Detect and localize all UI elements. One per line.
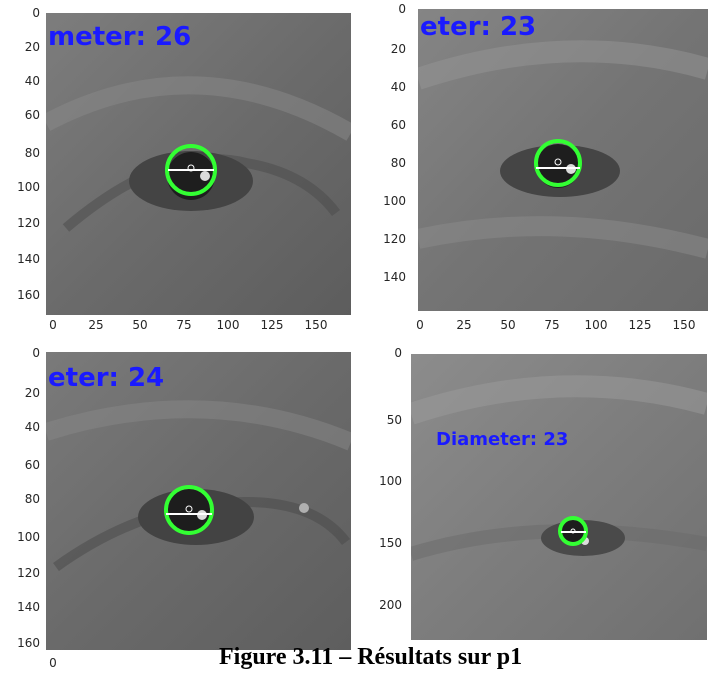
ytick: 120 xyxy=(383,232,406,246)
xtick: 50 xyxy=(132,318,148,332)
ytick: 60 xyxy=(24,458,40,472)
ytick: 100 xyxy=(17,530,40,544)
xtick: 100 xyxy=(584,318,608,332)
eye-image-1: meter: 26 xyxy=(46,13,351,315)
ytick: 0 xyxy=(398,2,406,16)
xtick: 0 xyxy=(416,318,424,332)
pupil-circle xyxy=(164,485,214,535)
ytick: 200 xyxy=(379,598,402,612)
ytick: 140 xyxy=(17,252,40,266)
ytick: 120 xyxy=(17,566,40,580)
ytick: 40 xyxy=(24,420,40,434)
eye-image-3: eter: 24 xyxy=(46,352,351,650)
ytick: 150 xyxy=(379,536,402,550)
ytick: 60 xyxy=(24,108,40,122)
xtick: 100 xyxy=(216,318,240,332)
diameter-label: eter: 23 xyxy=(420,12,536,42)
pupil-circle xyxy=(165,144,217,196)
xtick: 0 xyxy=(49,318,57,332)
ytick: 100 xyxy=(379,474,402,488)
ytick: 140 xyxy=(17,600,40,614)
diameter-label: Diameter: 23 xyxy=(436,429,568,450)
ytick: 20 xyxy=(24,40,40,54)
eye-image-2: eter: 23 xyxy=(418,9,708,311)
pupil-circle xyxy=(534,139,582,187)
diameter-label: eter: 24 xyxy=(48,363,164,393)
xtick: 25 xyxy=(88,318,104,332)
ytick: 140 xyxy=(383,270,406,284)
xtick: 125 xyxy=(260,318,284,332)
xtick: 25 xyxy=(456,318,472,332)
xtick: 50 xyxy=(500,318,516,332)
ytick: 80 xyxy=(24,146,40,160)
ytick: 20 xyxy=(390,42,406,56)
eye-image-4: Diameter: 23 xyxy=(411,354,707,640)
ytick: 160 xyxy=(17,636,40,650)
figure-caption: Figure 3.11 – Résultats sur p1 xyxy=(219,644,523,670)
ytick: 160 xyxy=(17,288,40,302)
ytick: 0 xyxy=(394,346,402,360)
xtick: 75 xyxy=(176,318,192,332)
ytick: 0 xyxy=(32,6,40,20)
ytick: 100 xyxy=(17,180,40,194)
ytick: 0 xyxy=(32,346,40,360)
ytick: 120 xyxy=(17,216,40,230)
ytick: 80 xyxy=(24,492,40,506)
ytick: 40 xyxy=(390,80,406,94)
ytick: 80 xyxy=(390,156,406,170)
ytick: 100 xyxy=(383,194,406,208)
xtick: 150 xyxy=(304,318,328,332)
diameter-label: meter: 26 xyxy=(48,22,191,52)
xtick: 150 xyxy=(672,318,696,332)
xtick: 75 xyxy=(544,318,560,332)
xtick: 0 xyxy=(49,656,57,670)
xtick: 125 xyxy=(628,318,652,332)
ytick: 60 xyxy=(390,118,406,132)
ytick: 50 xyxy=(386,413,402,427)
ytick: 20 xyxy=(24,386,40,400)
ytick: 40 xyxy=(24,74,40,88)
